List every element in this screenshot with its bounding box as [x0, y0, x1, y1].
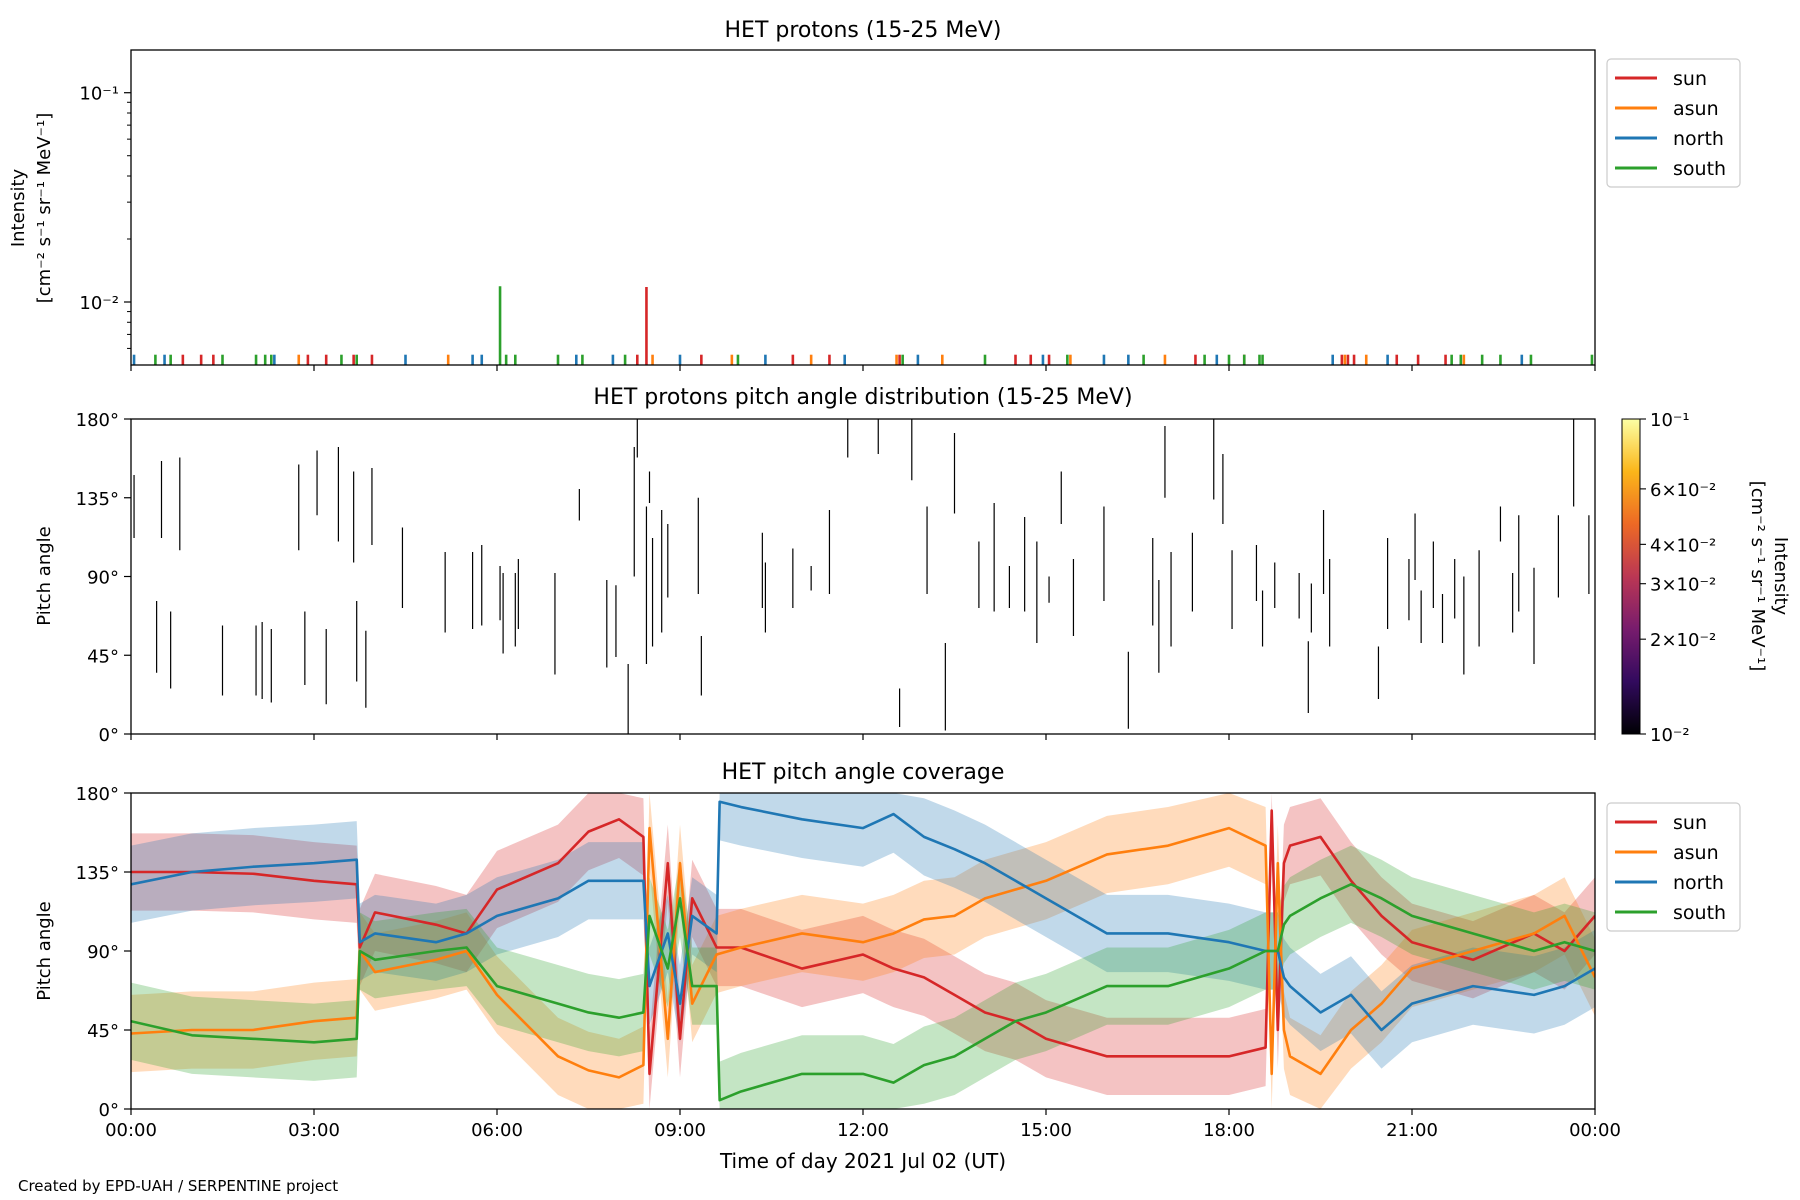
panel2-frame	[130, 418, 1596, 735]
coverage-band-south	[131, 845, 1595, 1109]
panel1-legend: sun asun north south	[1606, 58, 1741, 188]
panel2-y-ticks: 0° 45° 90° 135° 180°	[76, 410, 131, 746]
x-tick-label: 03:00	[288, 1120, 340, 1141]
panel2-x-ticks	[130, 734, 1596, 740]
panel3-bands	[131, 793, 1595, 1109]
x-tick-label: 21:00	[1386, 1120, 1438, 1141]
panel-pitch-angle-coverage: HET pitch angle coverage 0° 45° 90° 135° 180…	[34, 760, 1741, 1141]
panel1-ylabel-line1: Intensity	[8, 168, 29, 247]
y-tick-label: 45°	[87, 1021, 119, 1042]
coverage-line-north	[131, 800, 1595, 1032]
x-tick-label: 00:00	[105, 1120, 157, 1141]
y-tick-label: 0°	[99, 725, 119, 746]
colorbar-label-line1: Intensity	[1770, 537, 1791, 616]
y-tick-label: 10⁻²	[79, 293, 119, 314]
legend-label-sun: sun	[1673, 68, 1707, 90]
y-tick-label: 90°	[87, 568, 119, 589]
legend-label-south: south	[1673, 902, 1726, 924]
panel1-title: HET protons (15-25 MeV)	[725, 18, 1002, 43]
colorbar-tick-label: 6×10⁻²	[1650, 480, 1716, 501]
y-tick-label: 135°	[76, 863, 119, 884]
x-tick-label: 12:00	[837, 1120, 889, 1141]
legend-label-south: south	[1673, 158, 1726, 180]
colorbar-bar	[1621, 418, 1641, 735]
x-tick-label: 18:00	[1203, 1120, 1255, 1141]
coverage-line-sun	[131, 809, 1595, 1076]
colorbar-label-line2: [cm⁻² s⁻¹ sr⁻¹ MeV⁻¹]	[1747, 481, 1768, 672]
panel2-title: HET protons pitch angle distribution (15…	[593, 385, 1132, 410]
legend-label-north: north	[1673, 128, 1724, 150]
panel3-y-ticks: 0° 45° 90° 135° 180°	[76, 784, 131, 1121]
panel1-x-ticks	[130, 365, 1596, 371]
coverage-band-north	[131, 793, 1595, 1069]
colorbar-tick-label: 3×10⁻²	[1650, 575, 1716, 596]
y-tick-label: 0°	[99, 1100, 119, 1121]
panel3-legend: sun asun north south	[1606, 802, 1741, 932]
panel3-lines	[131, 800, 1595, 1102]
y-tick-label: 180°	[76, 784, 119, 805]
panel3-ylabel: Pitch angle	[34, 901, 55, 1000]
y-tick-label: 10⁻¹	[79, 84, 119, 105]
coverage-band-sun	[131, 793, 1595, 1109]
colorbar: 10⁻¹ 6×10⁻² 4×10⁻² 3×10⁻² 2×10⁻² 10⁻²	[1621, 410, 1716, 746]
y-tick-label: 180°	[76, 410, 119, 431]
panel1-ylabel-line2: [cm⁻² s⁻¹ sr⁻¹ MeV⁻¹]	[34, 113, 55, 304]
legend-box	[1606, 802, 1741, 932]
x-tick-label: 09:00	[654, 1120, 706, 1141]
legend-label-sun: sun	[1673, 812, 1707, 834]
legend-label-asun: asun	[1673, 842, 1719, 864]
colorbar-tick-label: 4×10⁻²	[1650, 535, 1716, 556]
x-tick-label: 00:00	[1569, 1120, 1621, 1141]
panel2-ylabel: Pitch angle	[34, 526, 55, 625]
colorbar-tick-label: 10⁻²	[1650, 725, 1690, 746]
x-tick-label: 06:00	[471, 1120, 523, 1141]
colorbar-tick-label: 10⁻¹	[1650, 410, 1690, 431]
legend-box	[1606, 58, 1741, 188]
x-axis-label: Time of day 2021 Jul 02 (UT)	[719, 1149, 1006, 1173]
panel-pitch-angle-distribution: HET protons pitch angle distribution (15…	[34, 385, 1791, 746]
panel1-y-ticks: 10⁻¹ 10⁻²	[79, 84, 131, 349]
credit-text: Created by EPD-UAH / SERPENTINE project	[18, 1177, 338, 1195]
panel1-marks	[132, 286, 1594, 365]
x-tick-label: 15:00	[1020, 1120, 1072, 1141]
legend-label-north: north	[1673, 872, 1724, 894]
coverage-band-asun	[131, 793, 1595, 1109]
panel3-frame	[130, 792, 1596, 1110]
y-tick-label: 135°	[76, 489, 119, 510]
legend-label-asun: asun	[1673, 98, 1719, 120]
colorbar-tick-label: 2×10⁻²	[1650, 630, 1716, 651]
y-tick-label: 45°	[87, 646, 119, 667]
y-tick-label: 90°	[87, 942, 119, 963]
coverage-line-asun	[131, 826, 1595, 1079]
panel2-marks	[133, 419, 1590, 734]
panel3-x-ticks: 00:00 03:00 06:00 09:00 12:00 15:00 18:00 21:00…	[105, 1109, 1621, 1141]
panel1-frame	[130, 49, 1596, 366]
panel3-title: HET pitch angle coverage	[722, 760, 1005, 785]
coverage-line-south	[131, 882, 1595, 1102]
panel-intensity: HET protons (15-25 MeV) 10⁻¹ 10⁻² Intensi…	[8, 18, 1741, 371]
